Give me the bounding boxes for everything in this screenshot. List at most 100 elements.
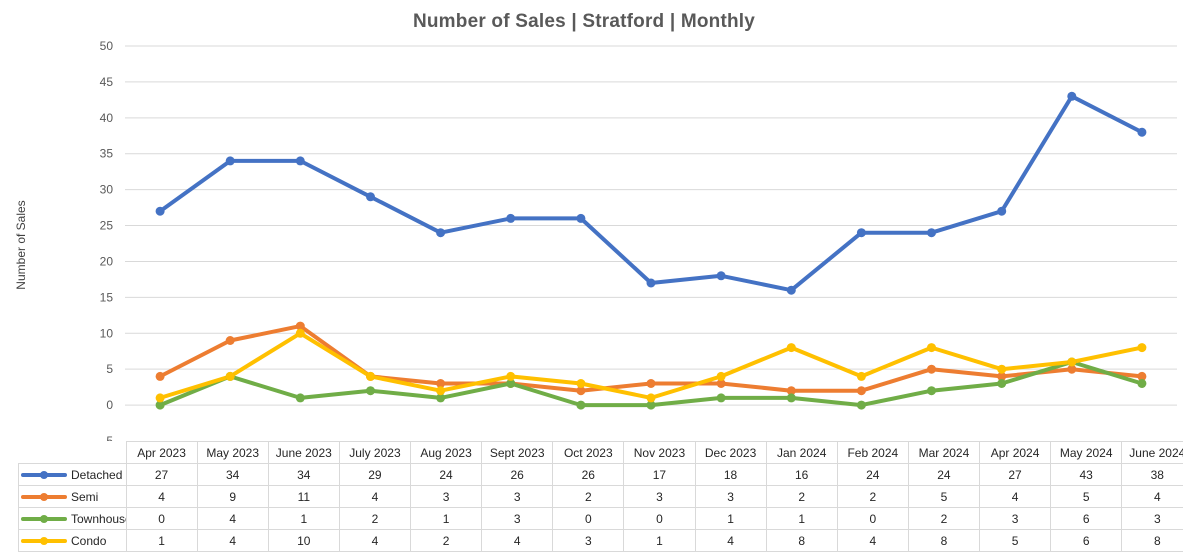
data-label: 3 [623, 485, 696, 508]
series-points [155, 91, 1147, 410]
x-tick-label: Apr 2024 [978, 441, 1052, 464]
data-point-condo [997, 364, 1007, 374]
x-tick-label: July 2023 [338, 441, 412, 464]
data-label: 5 [907, 485, 981, 508]
data-label: 38 [1121, 463, 1183, 486]
y-tick-label: 0 [106, 398, 113, 412]
data-point-semi [997, 371, 1007, 381]
data-label: 3 [409, 485, 483, 508]
data-point-condo [155, 393, 165, 403]
legend-label: Detached [71, 467, 123, 482]
data-label: 26 [552, 463, 625, 486]
data-label: 26 [481, 463, 554, 486]
data-label: 6 [1050, 507, 1123, 530]
data-label: 2 [765, 485, 838, 508]
data-point-condo [646, 393, 656, 403]
data-point-detached [786, 285, 796, 295]
y-tick-label: 50 [100, 39, 114, 53]
legend-swatch [21, 470, 67, 480]
data-point-condo [576, 379, 586, 388]
series-lines [158, 94, 1144, 408]
table-row: Detached 27 34 34 29 24 26 26 17 18 16 24 24 27 43 38 [18, 463, 1183, 486]
data-point-townhouse [155, 400, 165, 410]
data-label: 5 [1050, 485, 1123, 508]
table-corner [18, 441, 127, 464]
data-point-condo [856, 371, 866, 381]
legend-label: Semi [71, 489, 99, 504]
data-point-townhouse [646, 400, 656, 410]
table-row: Condo 1 4 10 4 2 4 3 1 4 8 4 8 5 6 8 [18, 529, 1183, 552]
data-label: 34 [267, 463, 340, 486]
data-point-detached [155, 206, 165, 216]
data-label: 17 [623, 463, 696, 486]
data-label: 24 [409, 463, 483, 486]
x-tick-label: Aug 2023 [409, 441, 483, 464]
legend-entry-townhouse: Townhouse [18, 507, 127, 530]
legend-entry-semi: Semi [18, 485, 127, 508]
data-label: 27 [978, 463, 1052, 486]
legend-swatch [21, 536, 67, 546]
series-line-condo [158, 331, 1144, 400]
data-point-semi [1137, 371, 1147, 381]
data-point-detached [576, 213, 586, 223]
data-label: 4 [196, 507, 269, 530]
data-point-condo [786, 343, 796, 353]
x-tick-label: June 2023 [267, 441, 340, 464]
y-tick-label: 10 [100, 326, 114, 340]
y-tick-label: 40 [100, 111, 114, 125]
data-point-semi [856, 386, 866, 396]
data-label: 1 [694, 507, 767, 530]
data-point-detached [225, 156, 235, 166]
data-label: 24 [836, 463, 909, 486]
data-point-detached [1067, 91, 1077, 101]
data-point-townhouse [576, 400, 586, 410]
data-label: 11 [267, 485, 340, 508]
data-point-detached [295, 156, 305, 166]
data-point-semi [786, 386, 796, 396]
data-label: 0 [623, 507, 696, 530]
data-point-townhouse [366, 386, 375, 396]
data-label: 3 [1121, 507, 1183, 530]
data-label: 8 [765, 529, 838, 552]
data-label: 34 [196, 463, 269, 486]
data-label: 2 [552, 485, 625, 508]
data-point-townhouse [436, 393, 446, 403]
data-label: 2 [409, 529, 483, 552]
data-label: 2 [836, 485, 909, 508]
data-label: 1 [267, 507, 340, 530]
y-tick-label: 5 [106, 362, 113, 376]
data-label: 4 [125, 485, 198, 508]
data-point-townhouse [856, 400, 866, 410]
data-label: 43 [1050, 463, 1123, 486]
data-point-condo [1067, 357, 1077, 367]
y-tick-label: 20 [100, 254, 114, 268]
data-point-detached [646, 278, 656, 288]
x-tick-label: Mar 2024 [907, 441, 981, 464]
data-label: 2 [338, 507, 412, 530]
data-label: 3 [481, 485, 554, 508]
data-point-detached [856, 228, 866, 238]
data-label: 0 [552, 507, 625, 530]
data-point-semi [155, 371, 165, 381]
table-row: Townhouse 0 4 1 2 1 3 0 0 1 1 0 2 3 6 3 [18, 507, 1183, 530]
data-point-condo [927, 343, 936, 353]
data-point-townhouse [1137, 379, 1147, 388]
data-point-condo [366, 371, 375, 381]
data-point-detached [716, 271, 726, 281]
data-label: 1 [623, 529, 696, 552]
data-point-condo [506, 371, 516, 381]
x-tick-label: May 2024 [1050, 441, 1123, 464]
legend-entry-condo: Condo [18, 529, 127, 552]
data-label: 24 [907, 463, 981, 486]
data-point-semi [225, 336, 235, 345]
data-point-townhouse [506, 379, 516, 388]
table-row: Semi 4 9 11 4 3 3 2 3 3 2 2 5 4 5 4 [18, 485, 1183, 508]
x-tick-label: Nov 2023 [623, 441, 696, 464]
y-tick-label: 15 [100, 290, 114, 304]
data-point-detached [1137, 127, 1147, 137]
data-point-condo [716, 371, 726, 381]
data-point-townhouse [295, 393, 305, 403]
x-tick-label: Jan 2024 [765, 441, 838, 464]
legend-swatch [21, 492, 67, 502]
